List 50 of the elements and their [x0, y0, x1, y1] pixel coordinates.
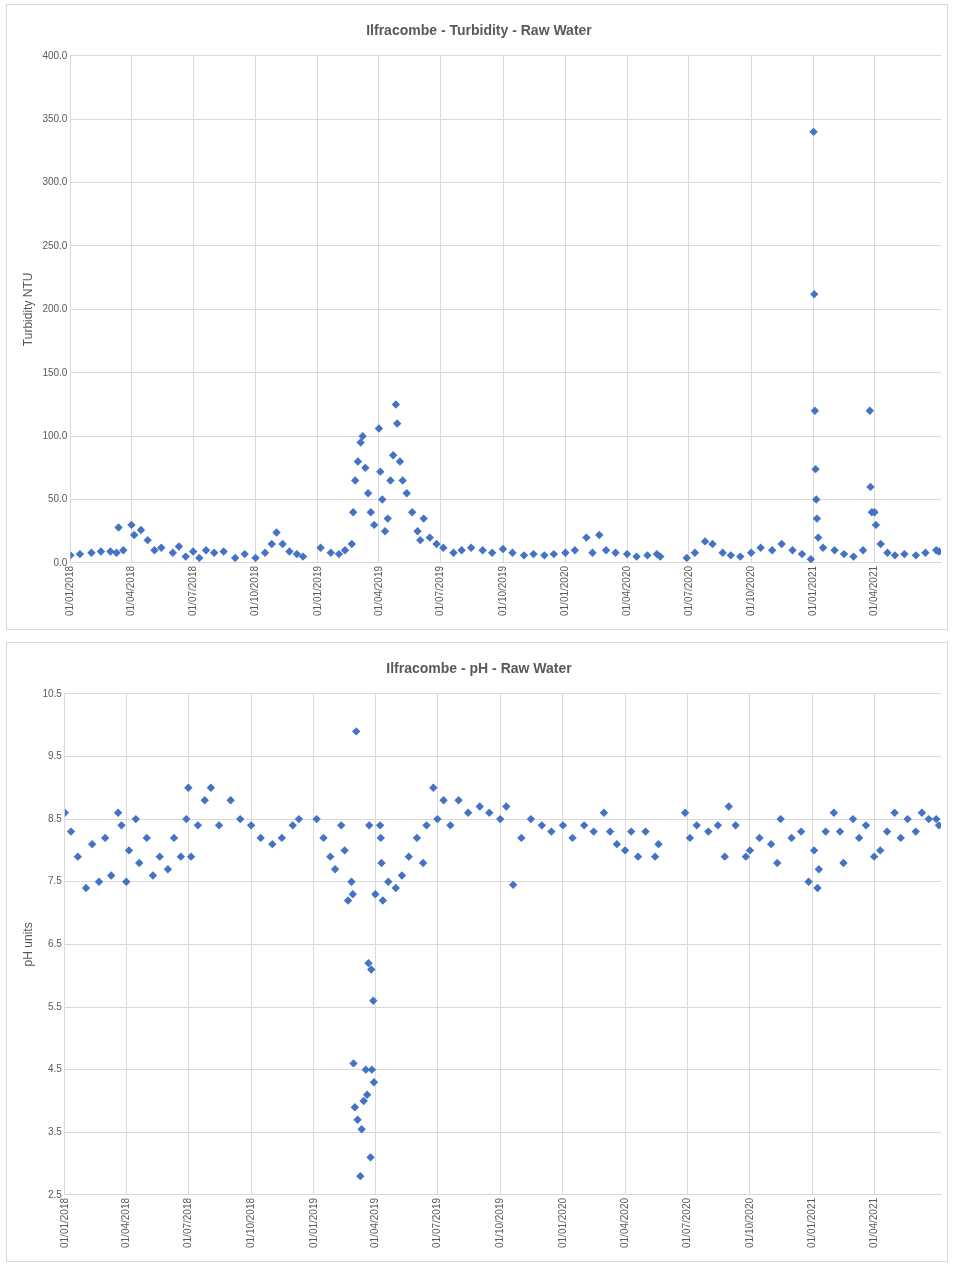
x-tick-label: 01/07/2019	[431, 1197, 443, 1249]
y-tick-label: 250.0	[42, 239, 68, 251]
x-tick-label: 01/10/2019	[493, 1197, 505, 1249]
y-tick-label: 350.0	[42, 112, 68, 124]
y-axis-title: Turbidity NTU	[20, 272, 35, 347]
y-tick-label: 9.5	[47, 750, 63, 762]
x-tick-label: 01/10/2018	[244, 1197, 256, 1249]
y-tick-label: 100.0	[42, 429, 68, 441]
y-tick-label: 2.5	[47, 1188, 63, 1200]
x-tick-label: 01/04/2019	[369, 1197, 381, 1249]
x-tick-label: 01/10/2018	[249, 565, 261, 617]
chart-title: Ilfracombe - pH - Raw Water	[386, 660, 573, 677]
x-tick-label: 01/01/2021	[806, 1197, 818, 1249]
x-tick-label: 01/01/2019	[311, 565, 323, 617]
y-tick-label: 10.5	[42, 687, 63, 699]
y-tick-label: 150.0	[42, 366, 68, 378]
y-tick-label: 400.0	[42, 49, 68, 61]
y-tick-label: 8.5	[47, 812, 63, 824]
x-tick-label: 01/04/2020	[618, 1197, 630, 1249]
x-tick-label: 01/01/2020	[556, 1197, 568, 1249]
x-tick-label: 01/04/2021	[867, 1197, 879, 1249]
x-tick-label: 01/04/2018	[120, 1197, 132, 1249]
x-tick-label: 01/04/2018	[125, 565, 137, 617]
y-tick-label: 7.5	[47, 875, 63, 887]
x-tick-label: 01/07/2019	[434, 565, 446, 617]
x-tick-label: 01/01/2020	[559, 565, 571, 617]
x-tick-label: 01/10/2019	[496, 565, 508, 617]
y-tick-label: 3.5	[47, 1126, 63, 1138]
x-tick-label: 01/04/2021	[868, 565, 880, 617]
y-tick-label: 50.0	[47, 493, 68, 505]
x-tick-label: 01/01/2018	[58, 1197, 70, 1249]
x-tick-label: 01/07/2020	[682, 565, 694, 617]
y-tick-label: 6.5	[47, 938, 63, 950]
x-tick-label: 01/04/2019	[372, 565, 384, 617]
chart-title: Ilfracombe - Turbidity - Raw Water	[366, 22, 593, 39]
x-tick-label: 01/07/2018	[186, 565, 198, 617]
x-tick-label: 01/10/2020	[744, 565, 756, 617]
x-tick-label: 01/01/2019	[307, 1197, 319, 1249]
x-tick-label: 01/07/2018	[182, 1197, 194, 1249]
y-tick-label: 0.0	[53, 556, 68, 568]
y-axis-title: pH units	[20, 922, 35, 967]
y-tick-label: 200.0	[42, 303, 68, 315]
y-tick-label: 5.5	[47, 1000, 63, 1012]
x-tick-label: 01/07/2020	[680, 1197, 692, 1249]
x-tick-label: 01/01/2018	[64, 565, 76, 617]
y-tick-label: 4.5	[47, 1063, 63, 1075]
x-tick-label: 01/04/2020	[620, 565, 632, 617]
x-tick-label: 01/10/2020	[743, 1197, 755, 1249]
x-tick-label: 01/01/2021	[807, 565, 819, 617]
y-tick-label: 300.0	[42, 176, 68, 188]
